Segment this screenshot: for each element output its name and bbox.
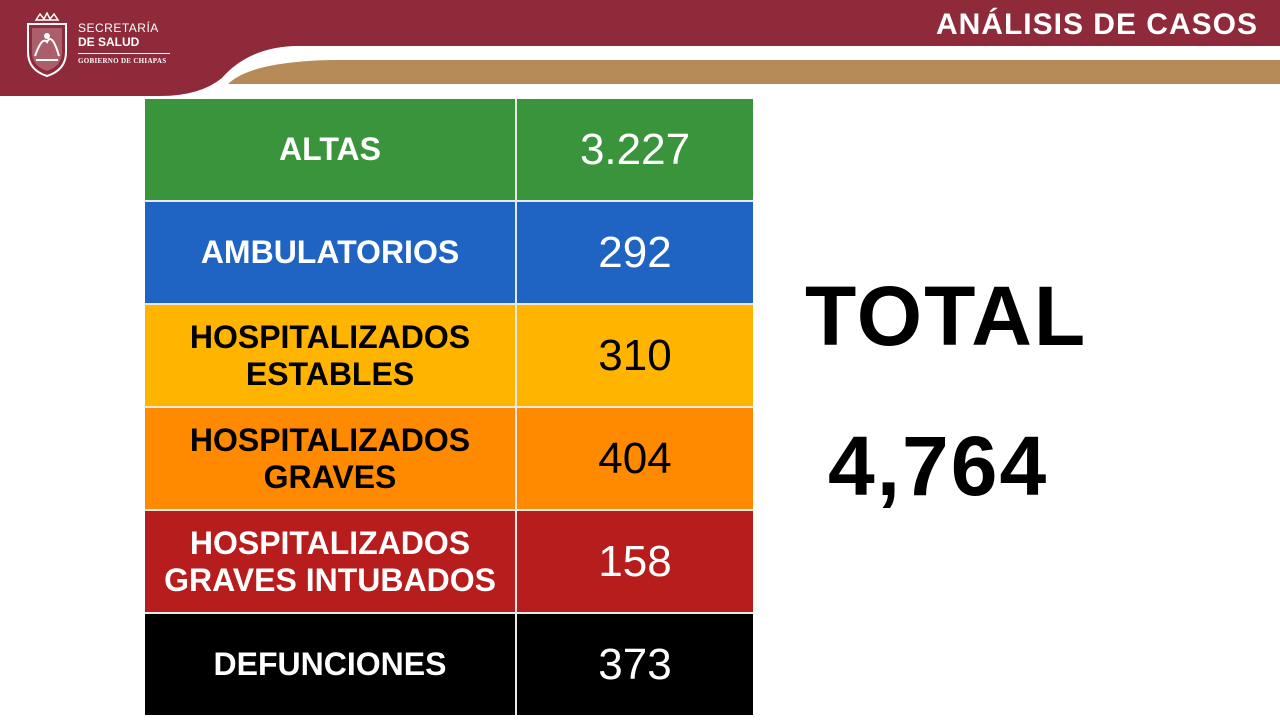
chiapas-coat-of-arms-icon xyxy=(27,12,67,78)
org-line3: GOBIERNO DE CHIAPAS xyxy=(78,57,167,65)
row-label: AMBULATORIOS xyxy=(145,202,517,303)
page-title: ANÁLISIS DE CASOS xyxy=(935,8,1258,41)
table-row: DEFUNCIONES 373 xyxy=(145,614,753,715)
table-row: ALTAS 3.227 xyxy=(145,99,753,202)
row-label: ALTAS xyxy=(145,99,517,200)
org-divider xyxy=(78,53,170,54)
row-value: 373 xyxy=(598,639,672,689)
row-value: 404 xyxy=(598,433,672,483)
cases-table: ALTAS 3.227 AMBULATORIOS 292 HOSPITALIZA… xyxy=(145,99,753,715)
row-label: HOSPITALIZADOS GRAVES xyxy=(145,408,517,509)
row-value: 292 xyxy=(598,227,672,277)
row-label: HOSPITALIZADOS GRAVES INTUBADOS xyxy=(145,511,517,612)
table-row: HOSPITALIZADOS GRAVES INTUBADOS 158 xyxy=(145,511,753,614)
table-row: HOSPITALIZADOS GRAVES 404 xyxy=(145,408,753,511)
table-row: HOSPITALIZADOS ESTABLES 310 xyxy=(145,305,753,408)
total-value: 4,764 xyxy=(828,419,1049,513)
org-line2: DE SALUD xyxy=(78,35,140,49)
row-value: 310 xyxy=(598,330,672,380)
header-banner: SECRETARÍA DE SALUD GOBIERNO DE CHIAPAS … xyxy=(0,0,1280,100)
row-label: HOSPITALIZADOS ESTABLES xyxy=(145,305,517,406)
org-line1: SECRETARÍA xyxy=(78,21,159,35)
row-value: 158 xyxy=(598,536,672,586)
org-block: SECRETARÍA DE SALUD GOBIERNO DE CHIAPAS xyxy=(78,22,170,65)
total-label: TOTAL xyxy=(805,269,1088,363)
header-bands xyxy=(0,0,1280,96)
row-value: 3.227 xyxy=(579,124,691,174)
row-label: DEFUNCIONES xyxy=(145,614,517,715)
table-row: AMBULATORIOS 292 xyxy=(145,202,753,305)
